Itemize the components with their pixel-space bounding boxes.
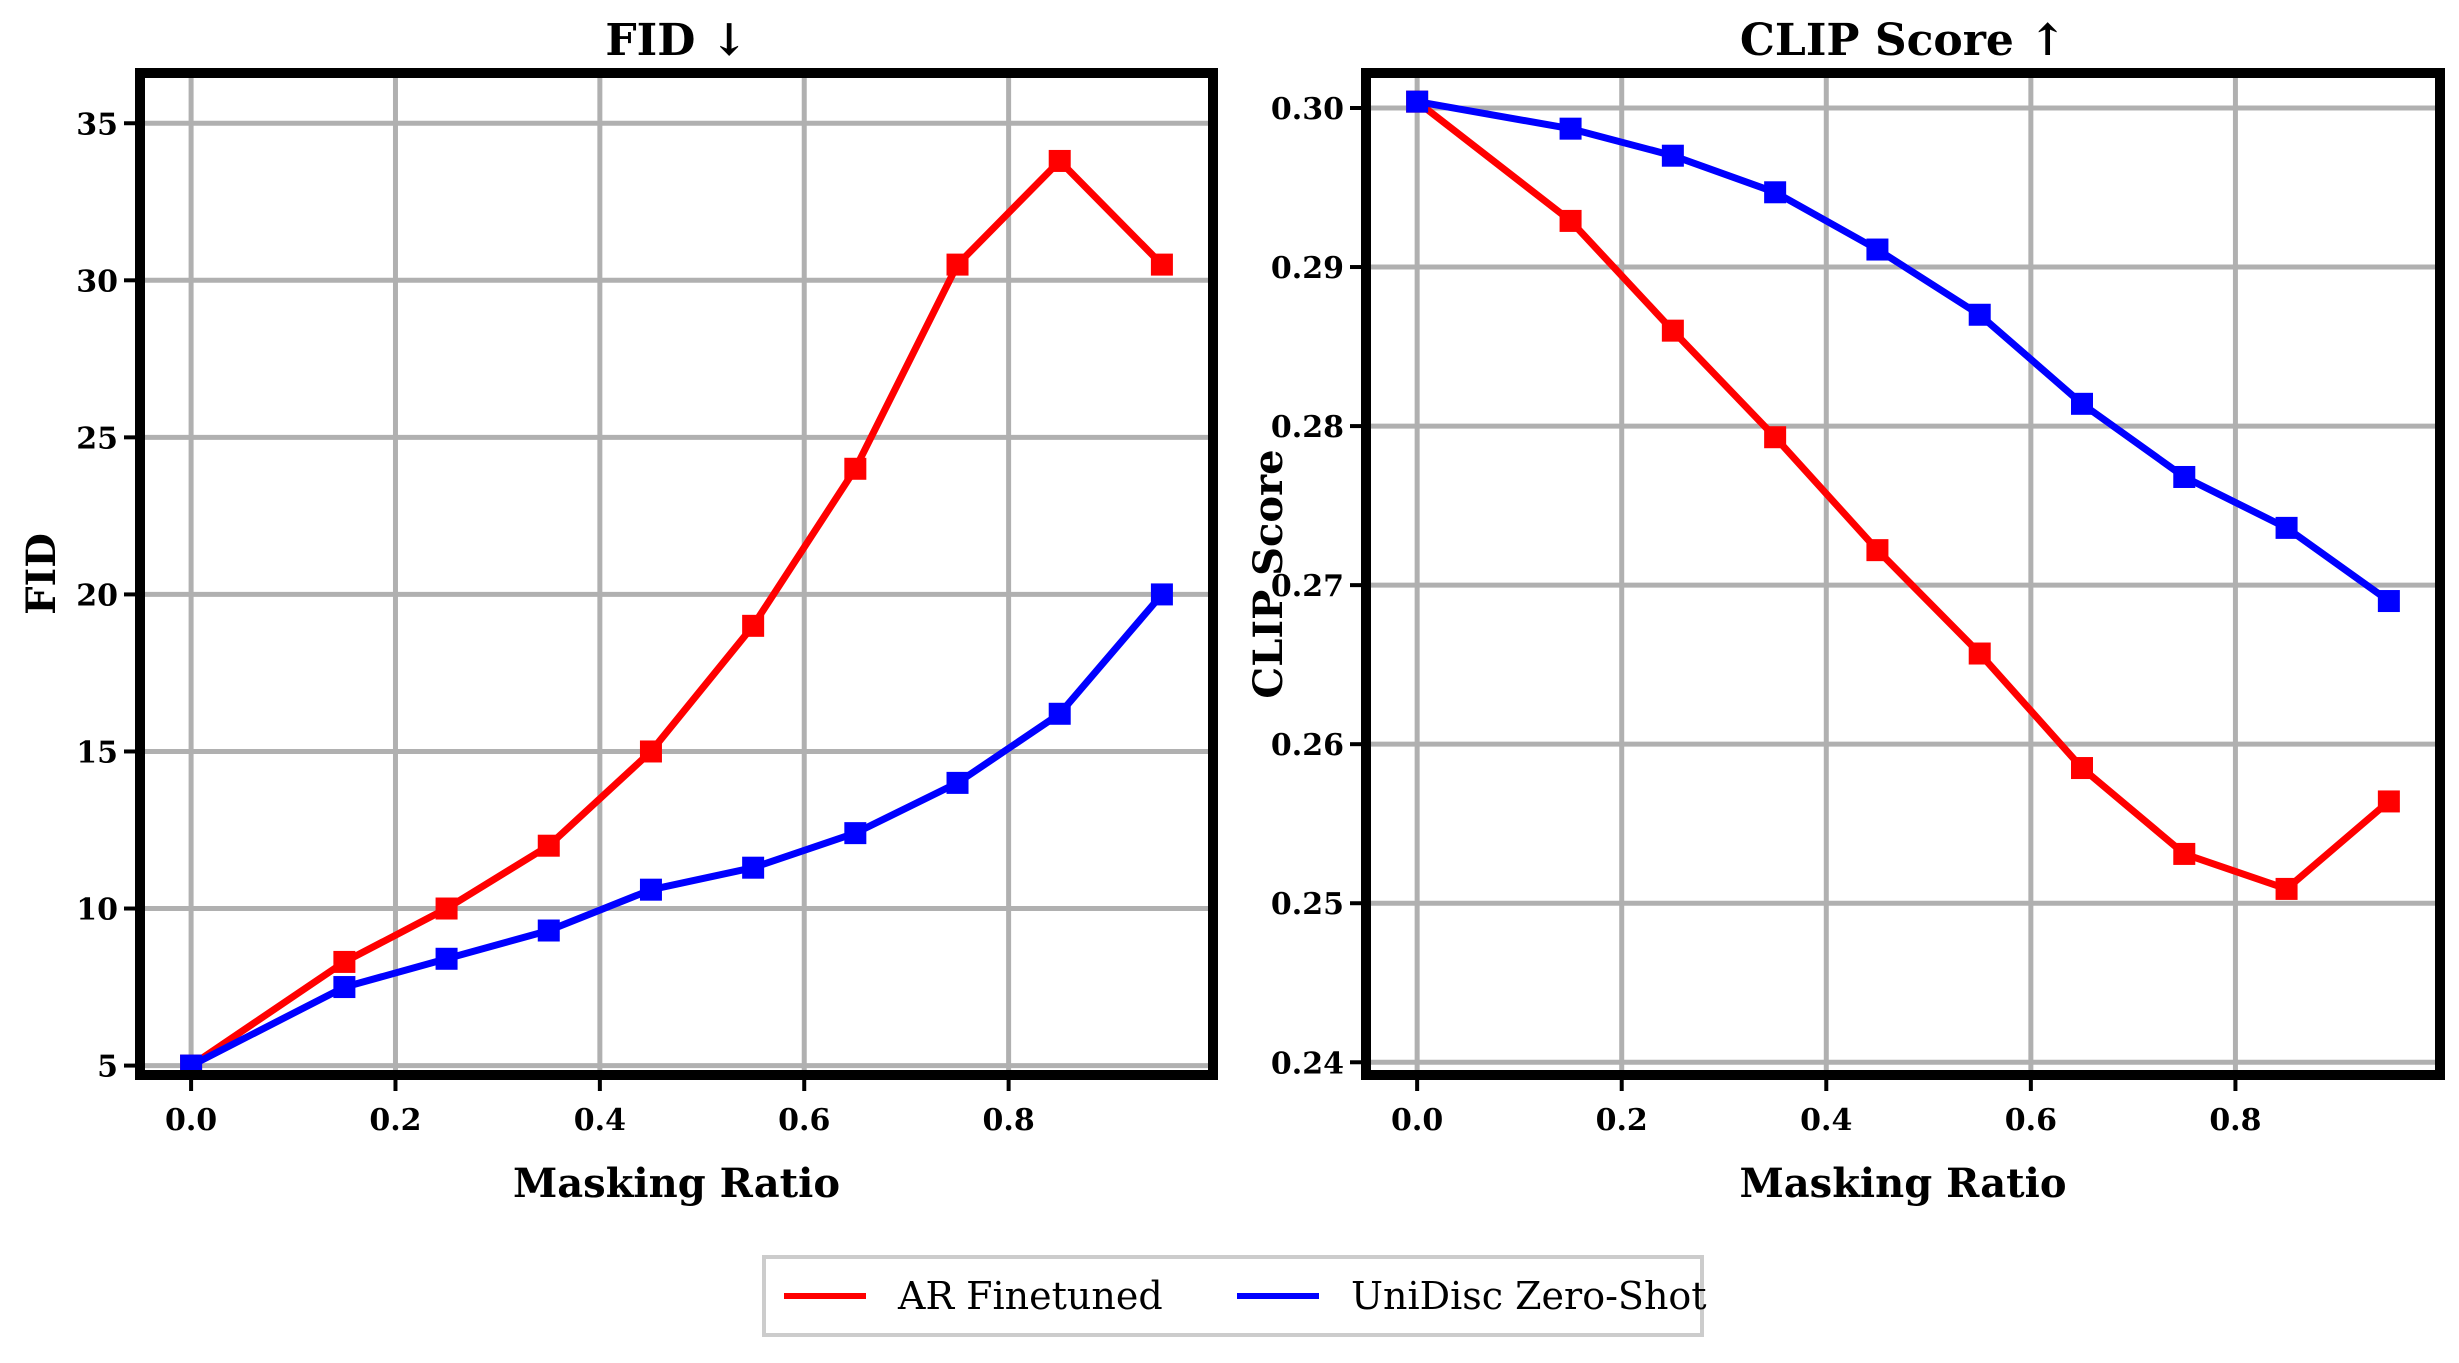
clip-data-point-unidisc-zero-shot <box>1661 144 1684 167</box>
fid-data-point-ar-finetuned <box>844 457 867 480</box>
clip-data-point-ar-finetuned <box>1559 209 1582 232</box>
clip-x-tick-label: 0.2 <box>1596 1103 1648 1138</box>
clip-series-line-unidisc-zero-shot <box>1416 98 2391 604</box>
clip-data-point-ar-finetuned <box>2377 790 2400 813</box>
clip-data-point-unidisc-zero-shot <box>1406 90 1429 113</box>
fid-data-point-ar-finetuned <box>1150 253 1173 276</box>
clip-x-axis-label: Masking Ratio <box>1739 1160 2066 1207</box>
fid-x-tick-label: 0.8 <box>983 1103 1035 1138</box>
fid-x-tick-label: 0.6 <box>778 1103 830 1138</box>
clip-plot-frame <box>1361 68 2445 1080</box>
fid-y-tick-label: 35 <box>76 107 118 142</box>
fid-data-point-unidisc-zero-shot <box>333 976 356 999</box>
fid-data-point-unidisc-zero-shot <box>435 947 458 970</box>
fid-data-point-ar-finetuned <box>946 253 969 276</box>
fid-plot-frame <box>135 68 1218 1080</box>
fid-x-tick-label: 0.4 <box>574 1103 626 1138</box>
fid-chart-title: FID ↓ <box>605 15 747 66</box>
clip-score-chart-panel: 0.0 0.2 0.4 0.6 0.8 0.24 0.25 0.26 0.27 0.28 0.29 0… <box>1245 15 2445 1207</box>
fid-chart-panel: 0.0 0.2 0.4 0.6 0.8 5 10 15 20 25 30 35 FID ↓ Masking… <box>18 15 1218 1207</box>
fid-data-point-ar-finetuned <box>537 834 560 857</box>
fid-y-tick-label: 10 <box>76 893 118 928</box>
legend-label-unidisc-zero-shot: UniDisc Zero-Shot <box>1351 1274 1707 1318</box>
clip-data-point-ar-finetuned <box>2173 842 2196 865</box>
fid-data-point-ar-finetuned <box>1048 149 1071 172</box>
fid-x-tick-label: 0.0 <box>165 1103 217 1138</box>
clip-data-point-unidisc-zero-shot <box>1559 117 1582 140</box>
fid-series-line-unidisc-zero-shot <box>189 592 1165 1069</box>
fid-y-tick-label: 25 <box>76 421 118 456</box>
fid-data-point-ar-finetuned <box>435 897 458 920</box>
legend-frame <box>762 1255 1704 1337</box>
clip-x-tick-label: 0.4 <box>1800 1103 1852 1138</box>
clip-data-point-unidisc-zero-shot <box>2173 465 2196 488</box>
fid-y-tick-label: 20 <box>76 578 118 613</box>
clip-data-point-ar-finetuned <box>1866 539 1889 562</box>
fid-series-line-ar-finetuned <box>189 157 1165 1069</box>
fid-y-tick-label: 30 <box>76 264 118 299</box>
clip-data-point-unidisc-zero-shot <box>1764 181 1787 204</box>
clip-data-point-unidisc-zero-shot <box>1968 303 1991 326</box>
clip-y-tick-label: 0.25 <box>1271 887 1344 922</box>
fid-y-tick-label: 15 <box>76 735 118 770</box>
fid-plot-area <box>140 73 1213 1075</box>
fid-y-tick-label: 5 <box>97 1050 118 1085</box>
clip-series-line-ar-finetuned <box>1414 98 2392 893</box>
clip-y-tick-label: 0.29 <box>1271 251 1344 286</box>
clip-data-point-ar-finetuned <box>2275 877 2298 900</box>
clip-chart-title: CLIP Score ↑ <box>1740 15 2066 66</box>
clip-y-tick-label: 0.24 <box>1271 1046 1344 1081</box>
fid-data-point-unidisc-zero-shot <box>844 822 867 845</box>
clip-data-point-ar-finetuned <box>1661 319 1684 342</box>
clip-y-tick-label: 0.28 <box>1271 410 1344 445</box>
fid-data-point-ar-finetuned <box>742 614 765 637</box>
clip-data-point-unidisc-zero-shot <box>2275 516 2298 539</box>
legend-label-ar-finetuned: AR Finetuned <box>897 1274 1163 1318</box>
clip-x-tick-label: 0.0 <box>1391 1103 1443 1138</box>
fid-x-tick-label: 0.2 <box>369 1103 421 1138</box>
clip-data-point-ar-finetuned <box>1968 642 1991 665</box>
fid-data-point-ar-finetuned <box>639 740 662 763</box>
fid-data-point-unidisc-zero-shot <box>537 919 560 942</box>
fid-x-axis-label: Masking Ratio <box>513 1160 840 1207</box>
clip-y-tick-label: 0.26 <box>1271 728 1344 763</box>
fid-data-point-unidisc-zero-shot <box>946 771 969 794</box>
fid-data-point-ar-finetuned <box>333 950 356 973</box>
clip-data-point-ar-finetuned <box>2071 757 2093 780</box>
fid-y-axis-label: FID <box>18 533 65 615</box>
clip-y-axis-label: CLIP Score <box>1245 449 1292 698</box>
fid-data-point-unidisc-zero-shot <box>639 878 662 901</box>
clip-data-point-ar-finetuned <box>1764 426 1787 449</box>
clip-x-tick-label: 0.6 <box>2005 1103 2057 1138</box>
fid-data-point-unidisc-zero-shot <box>1048 702 1071 725</box>
clip-y-tick-label: 0.30 <box>1271 92 1344 127</box>
clip-data-point-unidisc-zero-shot <box>2071 392 2093 415</box>
clip-y-tick-label: 0.27 <box>1271 569 1344 604</box>
fid-data-point-unidisc-zero-shot <box>742 856 765 879</box>
legend: AR Finetuned UniDisc Zero-Shot <box>762 1255 1707 1337</box>
clip-data-point-unidisc-zero-shot <box>2377 590 2400 613</box>
fid-data-point-unidisc-zero-shot <box>1150 583 1173 606</box>
clip-x-tick-label: 0.8 <box>2209 1103 2261 1138</box>
clip-data-point-unidisc-zero-shot <box>1866 238 1889 261</box>
